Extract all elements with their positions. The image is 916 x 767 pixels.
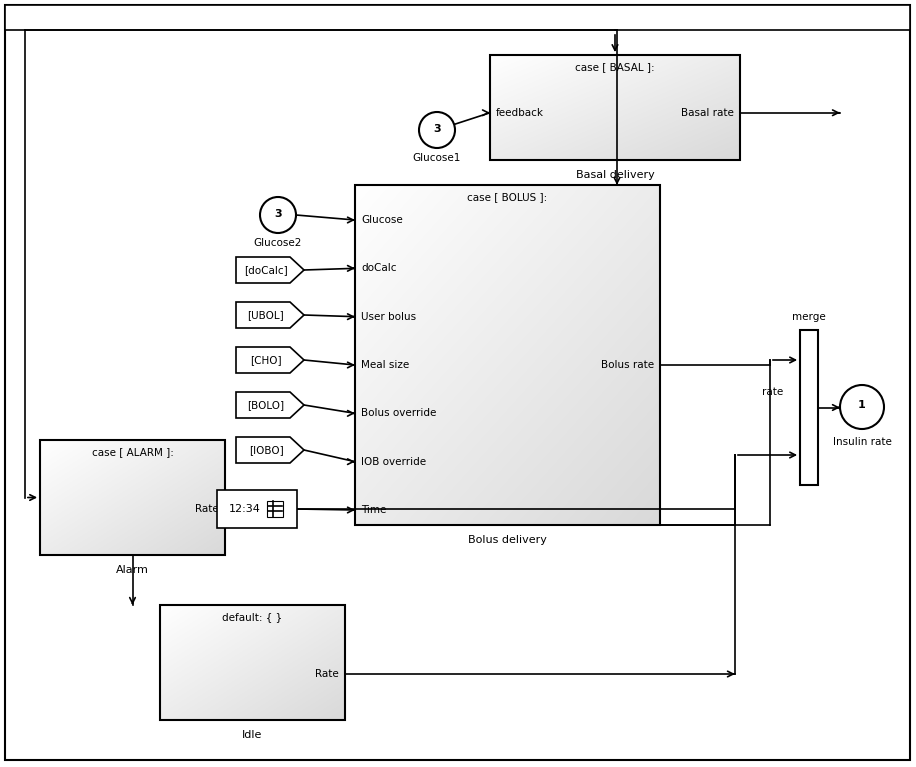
Text: merge: merge (792, 312, 826, 322)
Text: Bolus delivery: Bolus delivery (468, 535, 547, 545)
Text: case [ ALARM ]:: case [ ALARM ]: (92, 447, 173, 457)
Polygon shape (236, 392, 304, 418)
Bar (800, 330, 818, 485)
Circle shape (260, 197, 296, 233)
Text: 3: 3 (433, 124, 441, 134)
Text: IOB override: IOB override (361, 456, 426, 466)
Bar (5, 5, 910, 30)
Text: Rate: Rate (195, 504, 219, 514)
Text: Basal delivery: Basal delivery (575, 170, 654, 180)
Text: Meal size: Meal size (361, 360, 409, 370)
Polygon shape (236, 437, 304, 463)
Bar (40, 440, 225, 555)
Text: 12:34: 12:34 (229, 504, 261, 514)
Text: Bolus override: Bolus override (361, 408, 436, 418)
Text: [doCalc]: [doCalc] (245, 265, 288, 275)
Text: [UBOL]: [UBOL] (247, 310, 284, 320)
Text: feedback: feedback (496, 107, 544, 118)
Text: Idle: Idle (243, 730, 263, 740)
Circle shape (419, 112, 455, 148)
Text: Glucose: Glucose (361, 215, 403, 225)
Text: User bolus: User bolus (361, 311, 416, 321)
Text: Basal rate: Basal rate (682, 107, 734, 118)
Text: Glucose2: Glucose2 (254, 238, 302, 248)
Text: Glucose1: Glucose1 (413, 153, 461, 163)
Text: Bolus rate: Bolus rate (601, 360, 654, 370)
Text: [IOBO]: [IOBO] (248, 445, 283, 455)
Polygon shape (236, 302, 304, 328)
Text: rate: rate (762, 387, 783, 397)
Text: 1: 1 (858, 400, 866, 410)
Text: Rate: Rate (315, 669, 339, 679)
Text: case [ BASAL ]:: case [ BASAL ]: (575, 62, 655, 72)
Bar (160, 605, 345, 720)
Bar (490, 55, 740, 160)
Text: Alarm: Alarm (116, 565, 149, 575)
Bar (355, 185, 660, 525)
Text: case [ BOLUS ]:: case [ BOLUS ]: (467, 192, 548, 202)
Polygon shape (236, 257, 304, 283)
Text: [BOLO]: [BOLO] (247, 400, 285, 410)
Bar (217, 490, 297, 528)
Text: [CHO]: [CHO] (250, 355, 282, 365)
Text: Time: Time (361, 505, 387, 515)
Text: default: { }: default: { } (223, 612, 283, 622)
Circle shape (840, 385, 884, 429)
Polygon shape (236, 347, 304, 373)
Text: 3: 3 (274, 209, 282, 219)
Bar (267, 501, 283, 517)
Text: doCalc: doCalc (361, 263, 397, 273)
Text: Insulin rate: Insulin rate (833, 437, 891, 447)
